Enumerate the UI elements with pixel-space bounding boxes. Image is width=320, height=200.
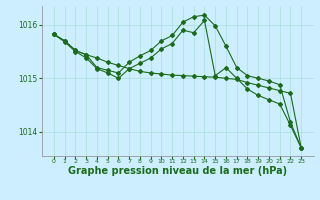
X-axis label: Graphe pression niveau de la mer (hPa): Graphe pression niveau de la mer (hPa) — [68, 166, 287, 176]
